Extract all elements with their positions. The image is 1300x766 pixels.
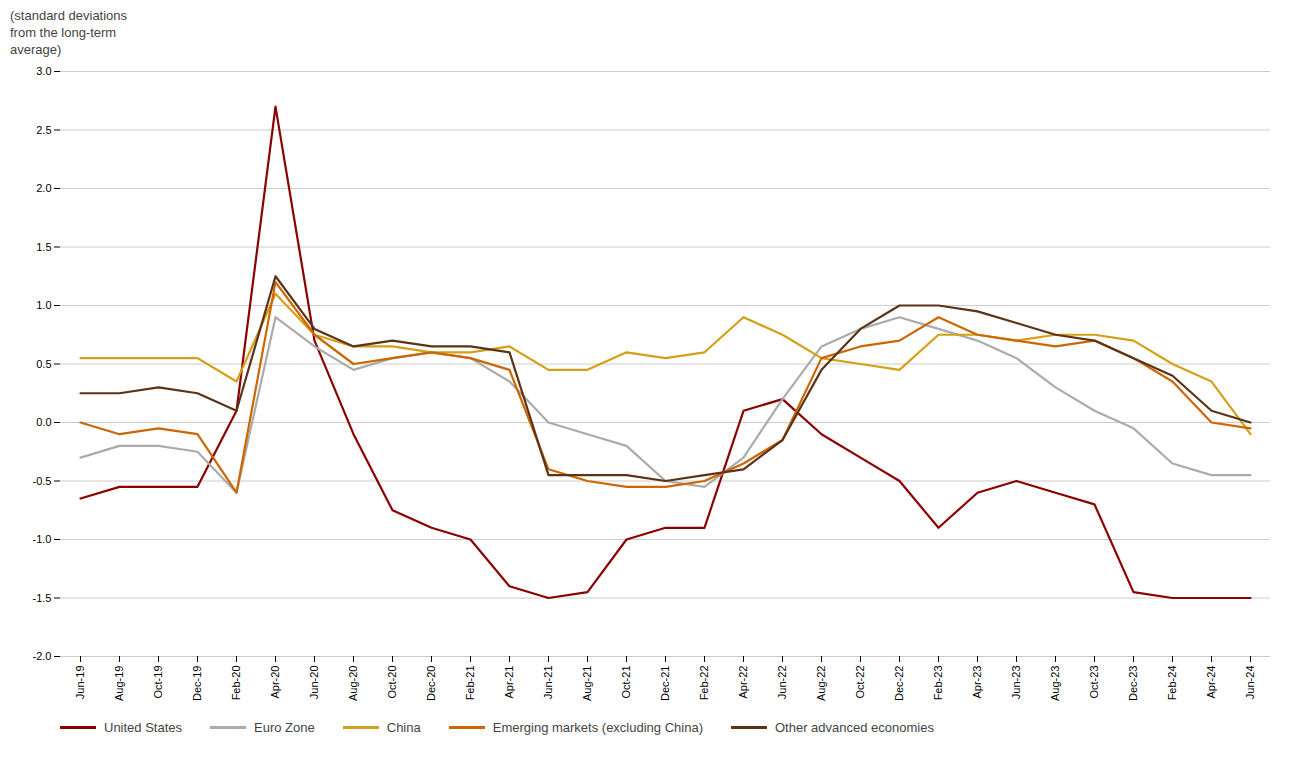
svg-text:Aug-21: Aug-21 [581,665,593,700]
svg-text:Dec-19: Dec-19 [191,665,203,700]
svg-text:Dec-21: Dec-21 [659,665,671,700]
svg-text:Oct-20: Oct-20 [386,665,398,698]
svg-text:-0.5: -0.5 [33,474,52,486]
svg-text:Jun-22: Jun-22 [776,665,788,699]
svg-text:1.5: 1.5 [36,240,51,252]
svg-text:Aug-23: Aug-23 [1049,665,1061,700]
svg-text:Feb-24: Feb-24 [1166,665,1178,700]
svg-text:Aug-22: Aug-22 [815,665,827,700]
svg-text:Feb-22: Feb-22 [698,665,710,700]
svg-text:0.0: 0.0 [36,416,51,428]
svg-text:3.0: 3.0 [36,65,51,77]
svg-text:Oct-23: Oct-23 [1088,665,1100,698]
svg-text:1.0: 1.0 [36,299,51,311]
svg-text:Feb-23: Feb-23 [932,665,944,700]
html-text:Other advanced economies: Other advanced economies [775,719,934,735]
svg-text:Jun-19: Jun-19 [74,665,86,699]
svg-text:Jun-23: Jun-23 [1010,665,1022,699]
html-text:Emerging markets (excluding Ch: Emerging markets (excluding China) [492,719,703,735]
svg-text:-1.5: -1.5 [33,591,52,603]
svg-text:Apr-20: Apr-20 [269,665,281,698]
svg-text:Dec-20: Dec-20 [425,665,437,700]
svg-text:2.5: 2.5 [36,123,51,135]
svg-text:Apr-22: Apr-22 [737,665,749,698]
html-text:Euro Zone: Euro Zone [254,719,315,735]
svg-text:0.5: 0.5 [36,357,51,369]
svg-text:Apr-21: Apr-21 [503,665,515,698]
svg-text:2.0: 2.0 [36,182,51,194]
svg-text:Dec-23: Dec-23 [1127,665,1139,700]
svg-text:Feb-20: Feb-20 [230,665,242,700]
html-text:(standard deviations from the: (standard deviations from the long-term … [10,8,128,57]
svg-text:Aug-20: Aug-20 [347,665,359,700]
svg-text:Jun-20: Jun-20 [308,665,320,699]
svg-text:Oct-21: Oct-21 [620,665,632,698]
svg-text:-1.0: -1.0 [33,533,52,545]
svg-text:Aug-19: Aug-19 [113,665,125,700]
svg-text:Jun-21: Jun-21 [542,665,554,699]
svg-text:Feb-21: Feb-21 [464,665,476,700]
html-text:United States: United States [104,719,182,735]
svg-text:Apr-24: Apr-24 [1205,665,1217,698]
svg-text:Oct-22: Oct-22 [854,665,866,698]
svg-text:-2.0: -2.0 [33,650,52,662]
svg-text:Dec-22: Dec-22 [893,665,905,700]
svg-text:Jun-24: Jun-24 [1244,665,1256,699]
svg-text:Oct-19: Oct-19 [152,665,164,698]
html-text:China: China [386,719,421,735]
svg-text:Apr-23: Apr-23 [971,665,983,698]
